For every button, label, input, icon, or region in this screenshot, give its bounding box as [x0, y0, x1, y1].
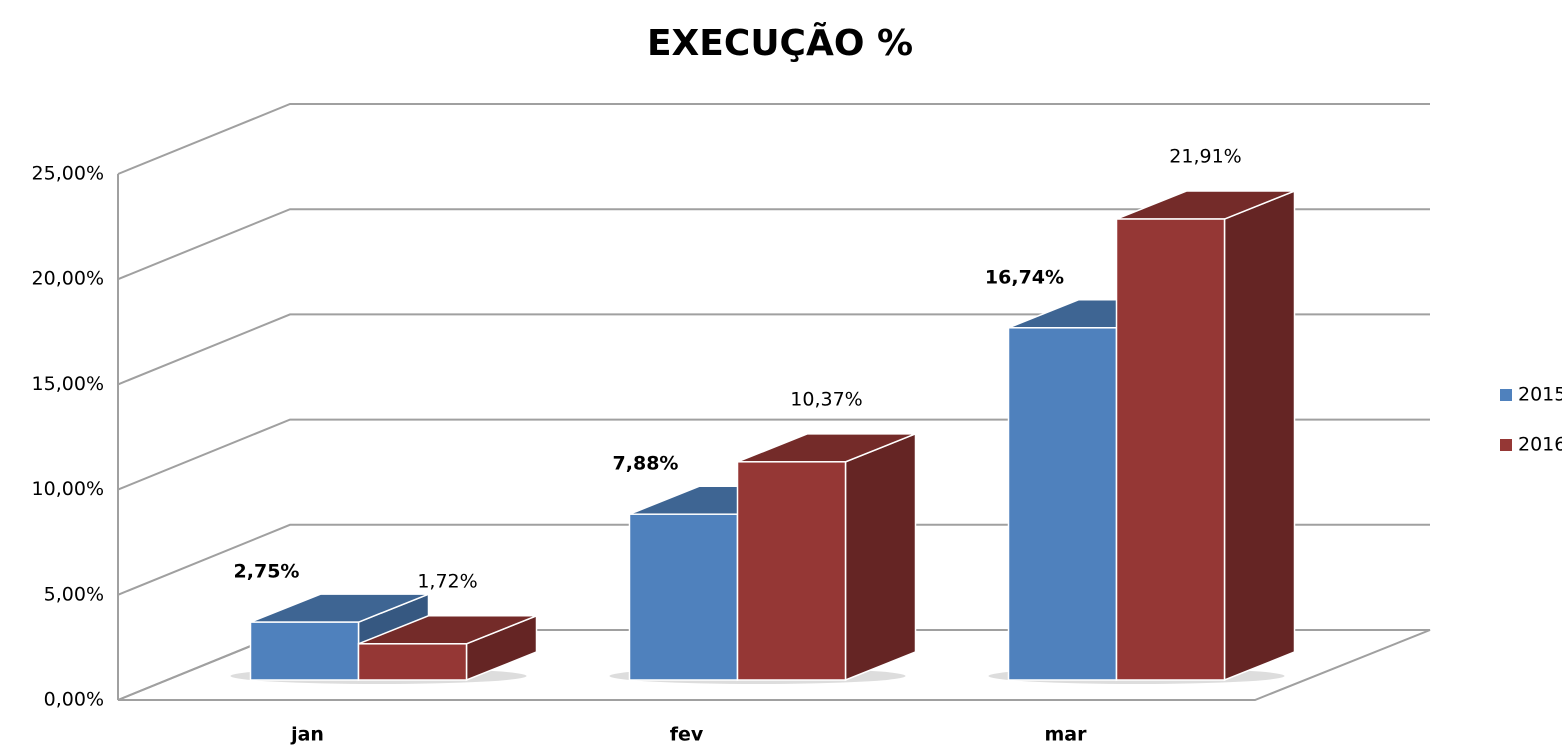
- y-tick-label: 20,00%: [32, 268, 104, 290]
- bar: [736, 461, 847, 681]
- bar: [1115, 218, 1226, 681]
- y-tick-label: 0,00%: [44, 689, 104, 711]
- grid-line: [117, 103, 1430, 175]
- data-label: 21,91%: [1169, 146, 1241, 168]
- bar: [249, 621, 360, 681]
- bar: [357, 643, 468, 681]
- chart-title: EXECUÇÃO %: [647, 22, 913, 64]
- bar-side: [844, 432, 917, 682]
- bar-side: [1223, 189, 1296, 682]
- x-tick-label: mar: [1045, 724, 1088, 746]
- data-label: 1,72%: [417, 570, 477, 592]
- data-label: 16,74%: [985, 266, 1064, 288]
- x-tick-label: fev: [670, 724, 704, 746]
- y-tick-label: 15,00%: [32, 373, 104, 395]
- bar: [628, 513, 739, 681]
- x-tick-label: jan: [290, 724, 324, 746]
- data-label: 10,37%: [790, 388, 862, 410]
- data-label: 7,88%: [613, 453, 679, 475]
- legend-label: 2015: [1518, 384, 1562, 406]
- y-tick-label: 10,00%: [32, 478, 104, 500]
- legend-swatch: [1500, 389, 1512, 401]
- y-tick-label: 25,00%: [32, 163, 104, 185]
- y-tick-label: 5,00%: [44, 583, 104, 605]
- legend-swatch: [1500, 439, 1512, 451]
- grid-line: [117, 208, 1430, 281]
- legend-label: 2016: [1518, 434, 1562, 456]
- data-label: 2,75%: [234, 561, 300, 583]
- bar: [1007, 327, 1118, 681]
